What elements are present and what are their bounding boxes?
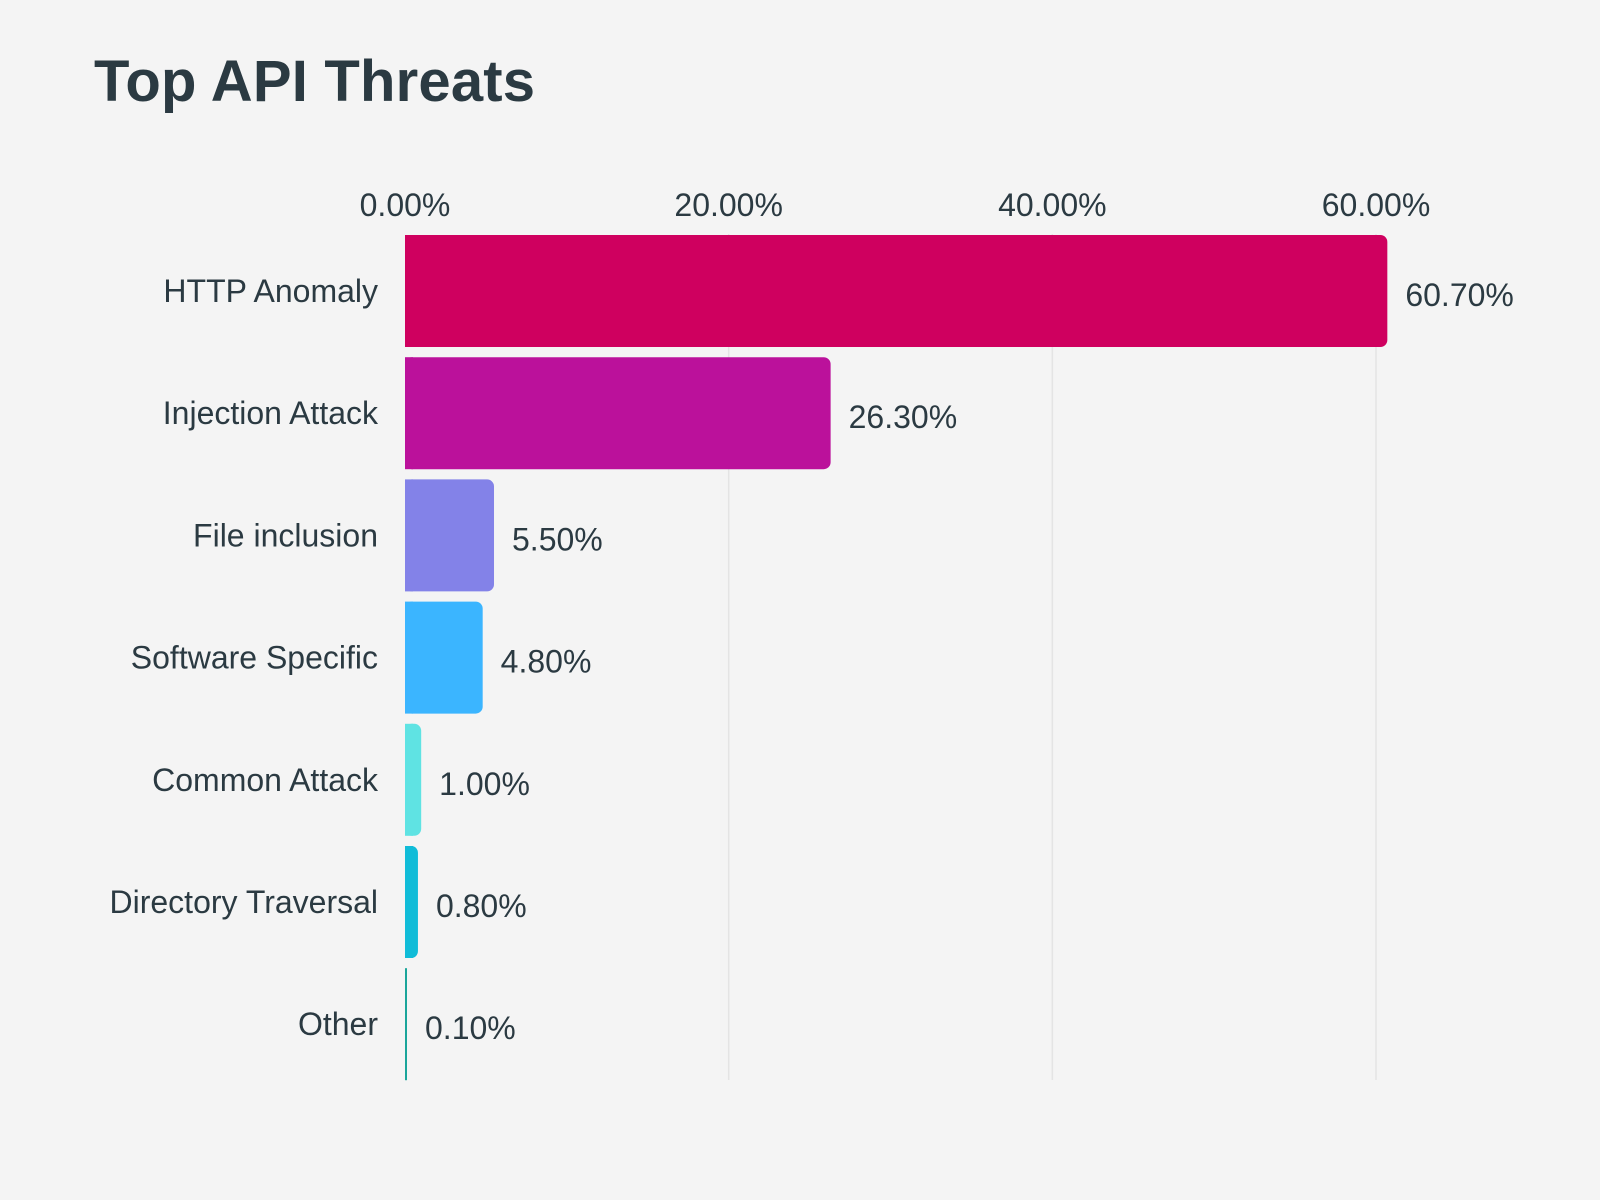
value-label: 5.50% bbox=[512, 521, 603, 557]
chart-title: Top API Threats bbox=[94, 49, 536, 114]
bar bbox=[405, 479, 495, 592]
value-label: 26.30% bbox=[849, 399, 958, 435]
bar bbox=[405, 235, 1388, 347]
bar-base bbox=[405, 968, 407, 1081]
x-tick-label: 0.00% bbox=[360, 187, 451, 223]
category-label: Common Attack bbox=[152, 762, 379, 798]
bar bbox=[405, 357, 831, 470]
bar-base bbox=[405, 723, 413, 836]
x-tick-label: 20.00% bbox=[674, 187, 783, 223]
bars bbox=[405, 235, 1388, 1081]
bar-base bbox=[405, 601, 413, 714]
bar-base bbox=[405, 357, 413, 470]
x-tick-label: 60.00% bbox=[1322, 187, 1431, 223]
bar-base bbox=[405, 235, 413, 347]
category-label: HTTP Anomaly bbox=[163, 273, 378, 309]
x-axis-ticks: 0.00% 20.00% 40.00% 60.00% bbox=[360, 187, 1431, 223]
category-labels: HTTP Anomaly Injection Attack File inclusi… bbox=[110, 273, 380, 1042]
bar bbox=[405, 601, 483, 714]
bar-base bbox=[405, 479, 413, 592]
bar-base bbox=[405, 846, 413, 958]
category-label: Directory Traversal bbox=[110, 884, 379, 920]
value-labels: 60.70% 26.30% 5.50% 4.80% 1.00% 0.80% 0.10% bbox=[425, 277, 1514, 1046]
category-label: Other bbox=[298, 1006, 378, 1042]
value-label: 0.80% bbox=[436, 888, 527, 924]
value-label: 0.10% bbox=[425, 1010, 516, 1046]
category-label: Injection Attack bbox=[163, 395, 379, 431]
value-label: 4.80% bbox=[501, 644, 592, 680]
x-tick-label: 40.00% bbox=[998, 187, 1107, 223]
category-label: File inclusion bbox=[193, 517, 378, 553]
value-label: 1.00% bbox=[439, 766, 530, 802]
value-label: 60.70% bbox=[1405, 277, 1514, 313]
category-label: Software Specific bbox=[131, 640, 378, 676]
